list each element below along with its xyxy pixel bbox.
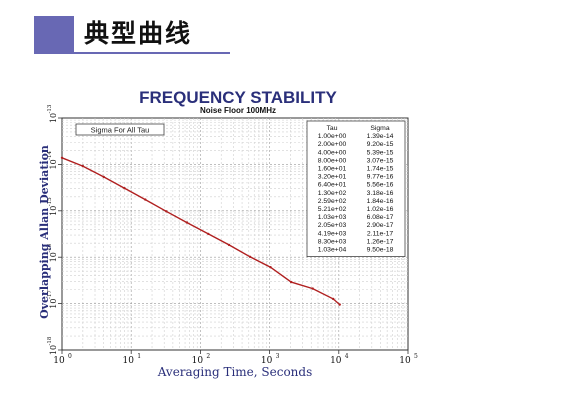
x-tick-exponent: 5 xyxy=(414,353,418,360)
table-frame xyxy=(306,120,406,258)
data-series xyxy=(60,156,341,306)
y-tick-label-group: 10-15 xyxy=(47,197,58,216)
page-title: 典型曲线 xyxy=(84,19,193,48)
legend: Sigma For All Tau xyxy=(75,123,165,136)
data-point xyxy=(81,164,85,168)
table-cell: 5.21e+02 xyxy=(318,206,347,213)
chart-title: FREQUENCY STABILITY xyxy=(139,88,337,107)
table-cell: 1.03e+03 xyxy=(318,214,347,221)
table-cell: 3.20e+01 xyxy=(318,174,347,181)
data-point xyxy=(269,266,272,269)
x-tick-exponent: 1 xyxy=(137,353,141,360)
table-cell: 8.30e+03 xyxy=(318,238,347,245)
table-cell: 1.60e+01 xyxy=(318,166,347,173)
legend-frame xyxy=(75,123,165,136)
y-tick-label-group: 10-17 xyxy=(47,290,58,309)
y-tick-label-group: 10-18 xyxy=(47,336,58,355)
table-cell: 1.03e+04 xyxy=(318,247,347,254)
table-cell: 3.07e-15 xyxy=(367,157,394,164)
data-point xyxy=(123,187,126,190)
data-point xyxy=(60,156,64,159)
table-cell: 6.40e+01 xyxy=(318,182,347,189)
y-tick-label-group: 10-16 xyxy=(47,243,58,262)
y-tick-label: 10 xyxy=(49,252,58,262)
x-tick-exponent: 3 xyxy=(276,353,280,360)
tau-sigma-table: Tau Sigma 1.00e+00 1.39e-14 2.00e+00 9.20e-15… xyxy=(306,120,406,258)
header-underline xyxy=(34,52,230,54)
data-point xyxy=(227,243,231,247)
x-tick-label: 10 xyxy=(192,356,204,366)
data-point xyxy=(144,198,147,201)
y-tick-exponent: -14 xyxy=(47,150,53,159)
x-axis-label: Averaging Time, Seconds xyxy=(157,365,312,379)
header-accent-bar xyxy=(34,16,74,52)
y-tick-label: 10 xyxy=(49,113,58,123)
table-cell: 5.39e-15 xyxy=(367,149,394,156)
table-cell: 9.50e-18 xyxy=(367,247,394,254)
y-axis-label: Overlapping Allan Deviation xyxy=(38,145,51,319)
data-point xyxy=(311,287,314,290)
legend-label: Sigma For All Tau xyxy=(91,126,150,135)
table-header: Tau xyxy=(327,125,338,132)
table-cell: 1.39e-14 xyxy=(367,133,394,140)
table-cell: 9.20e-15 xyxy=(367,141,394,148)
table-cell: 2.05e+03 xyxy=(318,222,347,229)
x-axis-ticks: 10 0 10 1 10 2 10 3 10 4 10 5 xyxy=(53,350,418,366)
table-cell: 8.00e+00 xyxy=(318,157,347,164)
table-cell: 3.18e-16 xyxy=(367,190,394,197)
table-cell: 4.19e+03 xyxy=(318,230,347,237)
y-tick-label: 10 xyxy=(49,206,58,216)
x-tick-exponent: 2 xyxy=(206,353,210,360)
x-tick-label: 10 xyxy=(53,356,65,366)
data-point xyxy=(185,221,189,224)
x-tick-label: 10 xyxy=(330,356,342,366)
y-tick-label: 10 xyxy=(49,299,58,309)
table-cell: 1.74e-15 xyxy=(367,166,394,173)
y-tick-label-group: 10-13 xyxy=(47,104,58,123)
data-point xyxy=(248,255,252,258)
table-cell: 2.00e+00 xyxy=(318,141,347,148)
y-tick-exponent: -13 xyxy=(47,104,53,113)
y-tick-exponent: -16 xyxy=(47,243,53,252)
table-cell: 2.11e-17 xyxy=(367,230,394,237)
chart-subtitle: Noise Floor 100MHz xyxy=(200,106,276,115)
data-point xyxy=(332,297,335,301)
table-cell: 2.59e+02 xyxy=(318,198,347,205)
table-cell: 1.84e-16 xyxy=(367,198,394,205)
table-cell: 1.26e-17 xyxy=(367,238,394,245)
y-tick-exponent: -17 xyxy=(47,290,53,299)
table-cell: 1.00e+00 xyxy=(318,133,347,140)
data-point xyxy=(338,303,341,306)
y-tick-label: 10 xyxy=(49,159,58,169)
x-tick-label: 10 xyxy=(122,356,134,366)
data-point xyxy=(102,175,105,179)
table-cell: 1.30e+02 xyxy=(318,190,347,197)
data-point xyxy=(207,232,210,236)
data-point xyxy=(290,280,293,284)
table-cell: 6.08e-17 xyxy=(367,214,394,221)
y-tick-label-group: 10-14 xyxy=(47,150,58,169)
y-tick-exponent: -15 xyxy=(47,197,53,206)
x-tick-exponent: 4 xyxy=(345,353,349,360)
data-point xyxy=(165,210,168,213)
x-tick-label: 10 xyxy=(399,356,411,366)
table-cell: 1.02e-16 xyxy=(367,206,394,213)
table-cell: 5.56e-16 xyxy=(367,182,394,189)
y-tick-exponent: -18 xyxy=(47,336,53,345)
table-cell: 9.77e-16 xyxy=(367,174,394,181)
x-tick-exponent: 0 xyxy=(68,353,72,360)
table-cell: 2.90e-17 xyxy=(367,222,394,229)
table-header: Sigma xyxy=(370,125,389,132)
x-tick-label: 10 xyxy=(261,356,273,366)
table-cell: 4.00e+00 xyxy=(318,149,347,156)
y-tick-label: 10 xyxy=(49,345,58,355)
